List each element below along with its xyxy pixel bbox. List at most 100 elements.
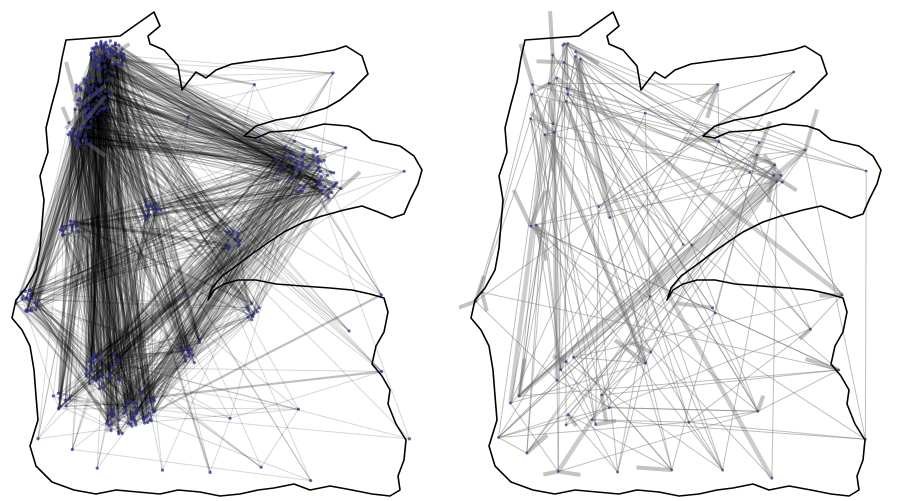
network-edge — [117, 159, 315, 360]
network-edge — [90, 87, 127, 413]
network-edge — [133, 351, 189, 421]
network-edge — [95, 87, 116, 416]
network-node — [319, 175, 323, 179]
network-edge — [65, 228, 95, 380]
network-node — [68, 219, 72, 223]
network-edge — [79, 132, 95, 380]
network-edge — [104, 96, 229, 241]
network-edge — [71, 65, 106, 450]
network-node — [295, 189, 299, 194]
network-edge — [70, 49, 106, 138]
network-edge — [122, 59, 145, 420]
network-edge — [117, 379, 128, 404]
network-edge — [61, 53, 125, 227]
network-edge — [70, 48, 117, 138]
network-edge — [70, 190, 323, 226]
network-edge — [26, 136, 86, 299]
network-edge — [102, 50, 148, 207]
network-edge — [133, 166, 286, 419]
network-edge — [96, 42, 320, 168]
network-edge — [119, 59, 124, 381]
network-edge — [144, 157, 286, 200]
network-edge — [71, 135, 323, 191]
network-node — [132, 406, 136, 410]
network-edge — [95, 94, 112, 381]
network-edge — [110, 403, 128, 431]
network-edge — [79, 133, 320, 185]
network-node — [134, 412, 138, 416]
network-node — [288, 155, 292, 160]
network-edge — [108, 107, 302, 158]
network-edge — [30, 240, 241, 295]
network-edge — [78, 142, 155, 412]
flow-stub — [762, 153, 783, 177]
network-node — [89, 53, 93, 57]
network-edge — [133, 191, 298, 419]
network-edge — [110, 55, 255, 86]
network-node — [85, 116, 89, 120]
network-edge — [108, 55, 139, 409]
network-edge — [85, 373, 123, 434]
network-edge — [187, 180, 321, 351]
network-edge — [103, 43, 303, 158]
network-edge — [97, 113, 334, 188]
network-edge — [89, 75, 292, 160]
network-edge — [77, 145, 92, 369]
network-edge — [86, 115, 147, 218]
network-edge — [117, 348, 188, 360]
network-edge — [29, 107, 110, 311]
network-node — [74, 224, 79, 228]
network-node — [227, 230, 231, 234]
network-edge — [88, 143, 99, 380]
network-edge — [153, 186, 334, 206]
network-edge — [104, 107, 145, 420]
network-node — [534, 223, 538, 227]
network-node — [757, 141, 761, 145]
network-edge — [95, 57, 328, 176]
network-node — [250, 314, 254, 318]
network-edge — [111, 52, 299, 166]
network-edge — [153, 203, 184, 351]
network-node — [711, 306, 715, 310]
network-edge — [565, 84, 719, 362]
network-edge — [75, 223, 103, 368]
flow-stub — [613, 338, 647, 365]
network-node — [51, 394, 55, 398]
network-edge — [98, 53, 113, 73]
network-edge — [72, 131, 292, 160]
network-edge — [251, 151, 318, 317]
network-edge — [235, 157, 286, 242]
network-edge — [90, 126, 302, 158]
network-edge — [64, 89, 100, 401]
network-edge — [601, 351, 652, 396]
network-edge — [65, 188, 330, 230]
network-edge — [95, 43, 120, 433]
network-edge — [88, 143, 95, 363]
network-node — [145, 414, 149, 419]
network-node — [69, 135, 73, 139]
network-node — [531, 83, 534, 86]
network-edge — [90, 54, 114, 96]
network-edge — [93, 59, 333, 74]
network-node — [183, 347, 187, 351]
network-node — [809, 327, 812, 331]
edge-layer — [15, 40, 410, 482]
network-edge — [29, 168, 282, 295]
network-edge — [128, 205, 147, 401]
network-edge — [77, 135, 298, 166]
network-edge — [691, 244, 840, 371]
network-edge — [560, 369, 619, 473]
network-edge — [143, 161, 297, 213]
network-edge — [36, 161, 297, 306]
network-edge — [94, 167, 320, 356]
network-edge — [79, 89, 105, 110]
network-edge — [100, 351, 149, 423]
network-edge — [120, 63, 330, 199]
network-node — [67, 397, 71, 401]
network-edge — [72, 135, 326, 188]
network-edge — [147, 150, 288, 423]
network-node — [104, 89, 108, 93]
network-edge — [90, 87, 319, 169]
network-edge — [598, 71, 795, 208]
network-edge — [59, 48, 93, 230]
